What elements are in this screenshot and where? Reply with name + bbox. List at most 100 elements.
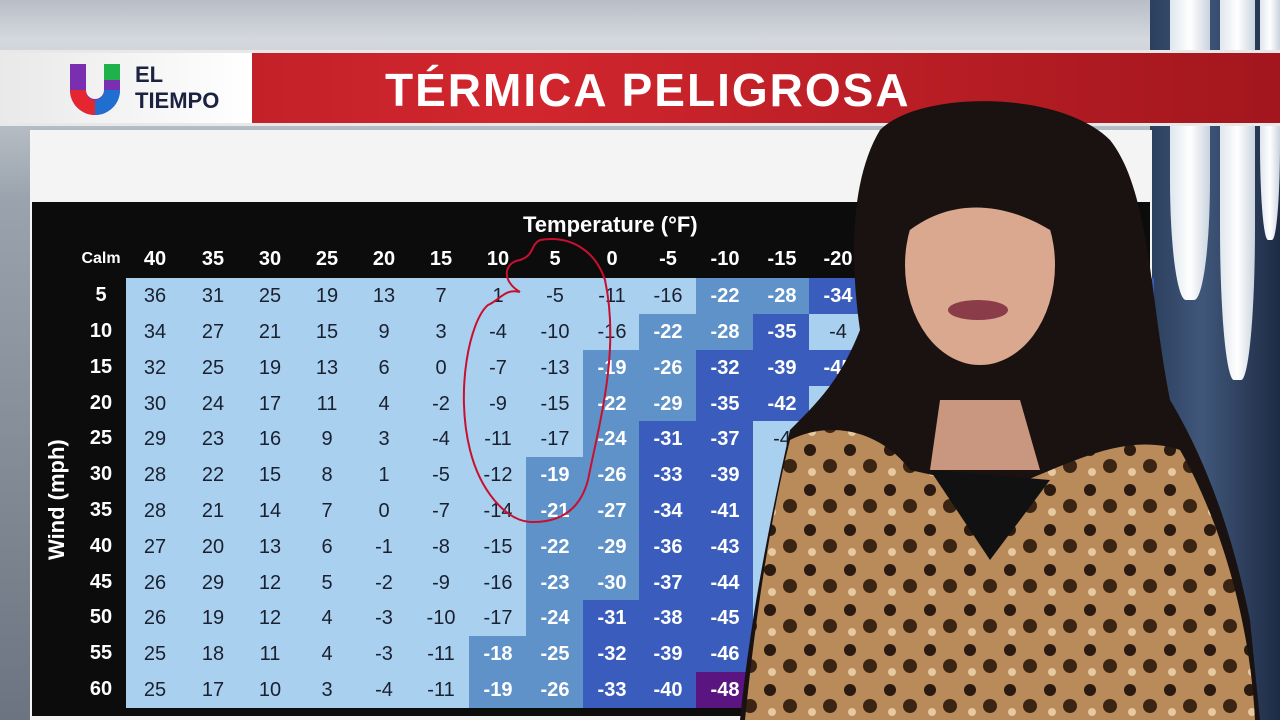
table-cell: 11 — [241, 636, 299, 672]
table-cell: -9 — [412, 565, 470, 601]
table-cell: -23 — [526, 565, 584, 601]
table-cell: -39 — [639, 636, 697, 672]
table-cell: 26 — [126, 600, 184, 636]
table-cell: -32 — [583, 636, 641, 672]
table-cell: 31 — [184, 278, 242, 314]
table-cell: 17 — [184, 672, 242, 708]
row-header: 50 — [89, 606, 113, 628]
table-cell: 4 — [298, 636, 356, 672]
table-cell: 25 — [184, 350, 242, 386]
table-cell: -11 — [469, 421, 527, 457]
table-cell: 13 — [241, 529, 299, 565]
table-cell: 4 — [355, 386, 413, 422]
column-header: 0 — [606, 248, 618, 270]
table-cell: 14 — [241, 493, 299, 529]
table-cell: 6 — [298, 529, 356, 565]
column-header: -10 — [710, 248, 740, 270]
table-cell: 0 — [355, 493, 413, 529]
table-cell: -19 — [469, 672, 527, 708]
table-cell: 0 — [412, 350, 470, 386]
table-cell: -1 — [355, 529, 413, 565]
table-cell: -2 — [355, 565, 413, 601]
row-header: 45 — [89, 571, 113, 593]
table-cell: -9 — [469, 386, 527, 422]
table-cell: 25 — [126, 672, 184, 708]
table-cell: -3 — [355, 600, 413, 636]
row-header: 40 — [89, 535, 113, 557]
table-cell: -31 — [639, 421, 697, 457]
row-header: 15 — [89, 356, 113, 378]
table-cell: 32 — [126, 350, 184, 386]
column-header: 30 — [258, 248, 282, 270]
table-cell: -10 — [412, 600, 470, 636]
column-header: 20 — [372, 248, 396, 270]
row-header: 25 — [89, 427, 113, 449]
table-cell: -29 — [639, 386, 697, 422]
table-cell: -24 — [583, 421, 641, 457]
row-header: 30 — [89, 463, 113, 485]
table-cell: -27 — [583, 493, 641, 529]
table-cell: -22 — [639, 314, 697, 350]
column-header: 35 — [201, 248, 225, 270]
table-cell: -17 — [469, 600, 527, 636]
table-cell: 1 — [469, 278, 527, 314]
table-cell: 24 — [184, 386, 242, 422]
table-cell: 11 — [298, 386, 356, 422]
table-cell: 12 — [241, 565, 299, 601]
table-cell: -16 — [583, 314, 641, 350]
table-cell: 9 — [355, 314, 413, 350]
row-header: 10 — [89, 320, 113, 342]
table-cell: 23 — [184, 421, 242, 457]
table-cell: -11 — [412, 636, 470, 672]
table-cell: 30 — [126, 386, 184, 422]
table-cell: -25 — [526, 636, 584, 672]
row-header: 5 — [95, 284, 107, 306]
table-cell: 17 — [241, 386, 299, 422]
row-header: 60 — [89, 678, 113, 700]
table-cell: 12 — [241, 600, 299, 636]
table-cell: 5 — [298, 565, 356, 601]
table-cell: 27 — [126, 529, 184, 565]
table-cell: 15 — [241, 457, 299, 493]
table-cell: 21 — [241, 314, 299, 350]
table-cell: 28 — [126, 457, 184, 493]
logo-box — [0, 53, 252, 123]
table-cell: -14 — [469, 493, 527, 529]
table-cell: -26 — [583, 457, 641, 493]
table-cell: -7 — [412, 493, 470, 529]
table-cell: 9 — [298, 421, 356, 457]
row-header: 20 — [89, 392, 113, 414]
table-cell: -36 — [639, 529, 697, 565]
table-cell: 36 — [126, 278, 184, 314]
table-cell: -26 — [526, 672, 584, 708]
table-cell: -11 — [583, 278, 641, 314]
table-cell: 7 — [412, 278, 470, 314]
table-cell: 21 — [184, 493, 242, 529]
table-cell: -26 — [639, 350, 697, 386]
table-cell: 34 — [126, 314, 184, 350]
table-cell: -4 — [355, 672, 413, 708]
table-cell: 19 — [241, 350, 299, 386]
table-cell: -17 — [526, 421, 584, 457]
table-cell: 29 — [184, 565, 242, 601]
table-cell: -16 — [639, 278, 697, 314]
row-header: 55 — [89, 642, 113, 664]
logo-text: EL TIEMPO — [135, 62, 219, 114]
table-cell: -31 — [583, 600, 641, 636]
logo-text-line2: TIEMPO — [135, 88, 220, 113]
table-cell: 7 — [298, 493, 356, 529]
univision-logo-icon — [70, 64, 120, 115]
table-cell: -38 — [639, 600, 697, 636]
table-cell: -19 — [583, 350, 641, 386]
logo-text-line1: EL — [135, 62, 164, 87]
table-cell: -22 — [526, 529, 584, 565]
table-cell: 13 — [298, 350, 356, 386]
table-cell: 19 — [184, 600, 242, 636]
table-cell: -5 — [526, 278, 584, 314]
table-cell: -21 — [526, 493, 584, 529]
table-cell: -34 — [639, 493, 697, 529]
table-cell: -29 — [583, 529, 641, 565]
table-cell: -15 — [469, 529, 527, 565]
table-cell: -37 — [639, 565, 697, 601]
